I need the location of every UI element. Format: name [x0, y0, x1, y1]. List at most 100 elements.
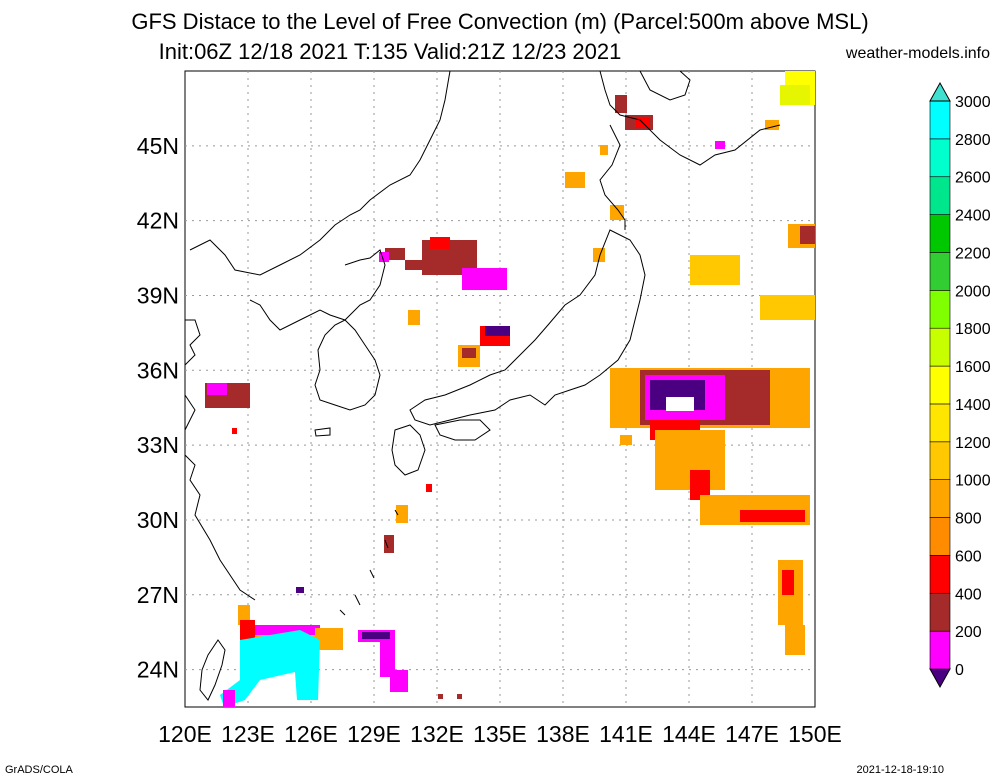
colorbar-segment	[929, 176, 951, 215]
field-patch	[780, 85, 810, 105]
field-patch	[385, 248, 405, 260]
field-patch	[760, 295, 815, 320]
colorbar-segment	[929, 327, 951, 367]
coastline	[409, 229, 646, 426]
coastline	[314, 427, 331, 437]
field-patch	[600, 145, 608, 155]
field-patch	[255, 625, 320, 635]
coastline	[314, 319, 381, 411]
field-patch	[380, 642, 395, 677]
footer-timestamp: 2021-12-18-19:10	[856, 764, 944, 776]
coastlines	[184, 70, 781, 701]
lfc-field	[205, 71, 815, 707]
field-patch	[232, 428, 237, 434]
coastline	[339, 509, 399, 616]
field-patch	[462, 348, 476, 358]
lat-tick-label: 36N	[137, 357, 179, 383]
colorbar-segment	[929, 138, 951, 178]
field-patch	[296, 587, 304, 593]
field-patch	[457, 694, 462, 699]
lon-tick-label: 144E	[662, 721, 716, 747]
lon-tick-label: 126E	[284, 721, 338, 747]
lat-tick-label: 39N	[137, 282, 179, 308]
lat-tick-label: 42N	[137, 208, 179, 234]
field-patch	[315, 628, 343, 650]
lon-tick-label: 132E	[410, 721, 464, 747]
lon-tick-label: 135E	[473, 721, 527, 747]
coastline	[249, 249, 386, 331]
colorbar-segment	[929, 517, 951, 556]
colorbar-segment	[929, 252, 951, 291]
lat-tick-labels: 24N 27N 30N 33N 36N 39N 42N 45N	[137, 133, 179, 683]
lat-tick-label: 45N	[137, 133, 179, 159]
colorbar-max-arrow	[929, 81, 951, 102]
lon-tick-label: 120E	[158, 721, 212, 747]
colorbar-label: 2200	[955, 245, 991, 262]
map-subtitle: Init:06Z 12/18 2021 T:135 Valid:21Z 12/2…	[158, 39, 622, 64]
colorbar-label: 1800	[955, 321, 991, 338]
field-patch	[362, 632, 390, 639]
field-patch	[765, 120, 779, 130]
colorbar-segment	[929, 214, 951, 253]
footer-credit: GrADS/COLA	[5, 764, 73, 776]
lon-tick-label: 138E	[536, 721, 590, 747]
colorbar-label: 200	[955, 624, 982, 641]
field-patch	[620, 435, 632, 445]
field-patch	[438, 694, 443, 699]
field-patch	[565, 172, 585, 188]
coastline	[189, 70, 451, 276]
field-patch	[240, 620, 255, 640]
lat-tick-label: 33N	[137, 432, 179, 458]
field-patch	[207, 383, 227, 395]
field-patch	[785, 625, 805, 655]
colorbar-label: 3000	[955, 94, 991, 111]
field-patch	[430, 237, 450, 249]
colorbar-segment	[929, 100, 951, 140]
colorbar-min-arrow	[929, 668, 951, 689]
colorbar-segment	[929, 365, 951, 405]
colorbar-label: 1400	[955, 397, 991, 414]
coastline	[599, 70, 781, 230]
field-patch	[396, 505, 408, 523]
lon-tick-label: 141E	[599, 721, 653, 747]
field-patch	[666, 397, 694, 411]
colorbar-label: 2400	[955, 208, 991, 225]
colorbar-segment	[929, 592, 951, 632]
gridlines	[185, 71, 815, 707]
lat-tick-label: 27N	[137, 582, 179, 608]
colorbar-label: 1000	[955, 473, 991, 490]
colorbar-label: 2800	[955, 132, 991, 149]
lon-tick-label: 147E	[725, 721, 779, 747]
field-patch	[593, 248, 605, 262]
colorbar-label: 2600	[955, 170, 991, 187]
lon-tick-label: 129E	[347, 721, 401, 747]
colorbar-segment	[929, 403, 951, 443]
colorbar-segment	[929, 479, 951, 518]
lon-tick-label: 123E	[221, 721, 275, 747]
coastline	[199, 639, 226, 701]
colorbar-segment	[929, 630, 951, 670]
colorbar-segment	[929, 290, 951, 329]
field-patch	[220, 630, 320, 707]
coastline	[184, 319, 256, 601]
colorbar-segment	[929, 441, 951, 480]
field-patch	[782, 570, 794, 595]
field-patch	[485, 326, 510, 336]
colorbar-label: 0	[955, 662, 964, 679]
colorbar-label: 400	[955, 586, 982, 603]
field-patch	[408, 310, 420, 325]
field-patch	[610, 205, 624, 220]
field-patch	[690, 470, 710, 500]
field-patch	[390, 670, 408, 692]
field-patch	[690, 255, 740, 285]
colorbar-label: 800	[955, 511, 982, 528]
field-patch	[462, 268, 507, 290]
field-patch	[405, 260, 425, 270]
coastline	[391, 424, 426, 476]
colorbar: 0 200 400 600 800 1000 1200 1400 1600 1800 2000 220…	[929, 81, 991, 689]
colorbar-segment	[929, 555, 951, 594]
field-patch	[384, 535, 394, 553]
field-patch	[223, 690, 235, 707]
colorbar-label: 1600	[955, 359, 991, 376]
